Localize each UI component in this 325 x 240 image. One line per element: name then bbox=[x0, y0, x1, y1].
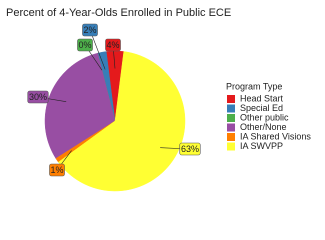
pie-slice bbox=[58, 51, 186, 192]
chart-title: Percent of 4-Year-Olds Enrolled in Publi… bbox=[6, 7, 231, 19]
data-label: 30% bbox=[29, 92, 47, 102]
legend-swatch bbox=[227, 95, 235, 103]
legend-swatch bbox=[227, 142, 235, 151]
legend-label: IA Shared Visions bbox=[240, 131, 311, 141]
legend-label: Special Ed bbox=[240, 103, 283, 113]
legend-label: Other public bbox=[240, 112, 289, 122]
legend-label: Other/None bbox=[240, 122, 287, 132]
legend-swatch bbox=[227, 123, 235, 132]
legend-swatch bbox=[227, 104, 235, 113]
label-box bbox=[27, 90, 49, 104]
label-box bbox=[77, 38, 93, 52]
chart: Percent of 4-Year-Olds Enrolled in Publi… bbox=[6, 7, 311, 192]
legend-swatch bbox=[227, 133, 235, 141]
data-label: 1% bbox=[50, 165, 63, 175]
label-box bbox=[179, 142, 201, 156]
leader-line bbox=[89, 29, 106, 70]
pie-slice bbox=[44, 52, 116, 159]
data-label: 0% bbox=[78, 40, 91, 50]
label-box bbox=[49, 163, 65, 177]
data-label: 4% bbox=[106, 40, 119, 50]
label-box bbox=[82, 23, 98, 37]
legend-title: Program Type bbox=[226, 81, 282, 91]
legend-label: Head Start bbox=[240, 93, 284, 103]
legend-swatch bbox=[227, 114, 235, 122]
legend-label: IA SWVPP bbox=[240, 141, 283, 151]
data-label: 63% bbox=[181, 144, 199, 154]
label-box bbox=[105, 38, 121, 52]
data-label: 2% bbox=[83, 25, 96, 35]
